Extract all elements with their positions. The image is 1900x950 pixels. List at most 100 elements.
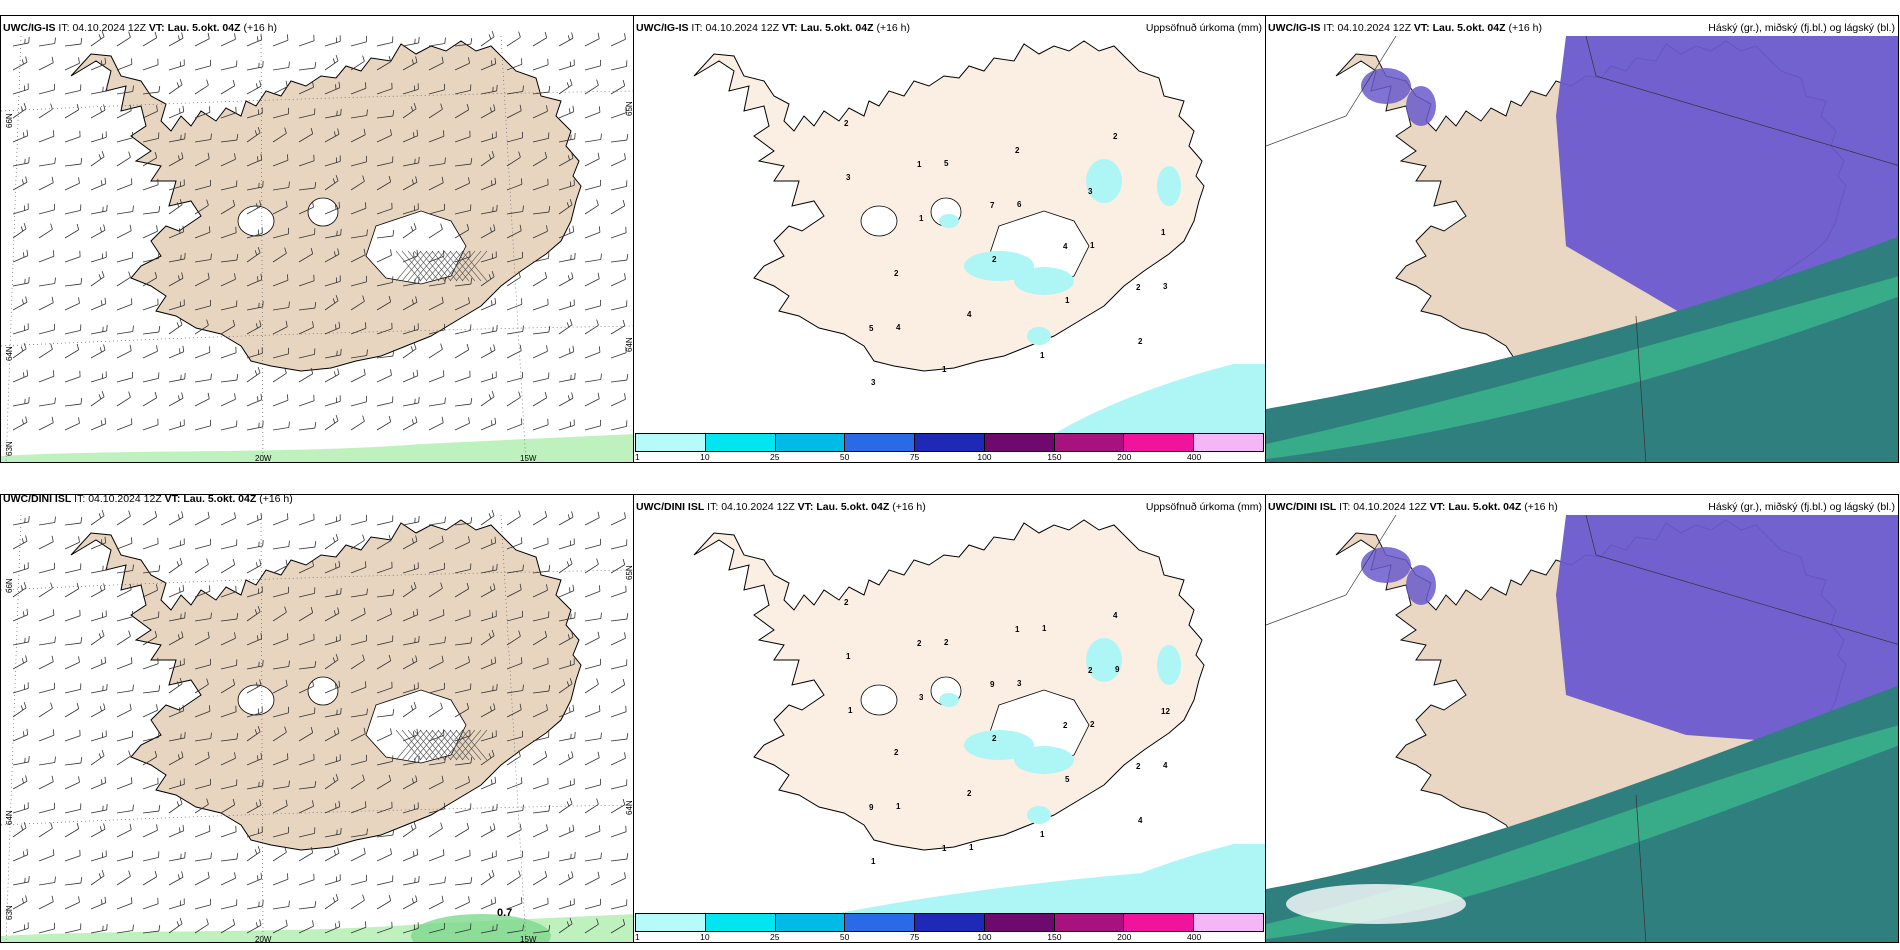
colorbar-tick-label: 200 [1117,452,1132,462]
cloud-cover-map [1266,514,1898,942]
colorbar-tick-label: 10 [700,932,710,942]
precip-amount-label: 9 [990,680,995,689]
precip-colorbar [635,913,1264,932]
cloud-map-panel-bottom: UWC/DINI ISL IT: 04.10.2024 12Z VT: Lau.… [1265,494,1899,943]
colorbar-swatch [915,914,985,931]
colorbar-tick-label: 150 [1047,452,1062,462]
precip-amount-label: 6 [1017,200,1022,209]
precip-amount-label: 1 [1040,830,1045,839]
precip-amount-label: 2 [1063,721,1068,730]
colorbar-swatch [1194,914,1264,931]
colorbar-tick-label: 1 [635,932,640,942]
precip-amount-label: 2 [1090,720,1095,729]
precip-amount-label: 2 [944,638,949,647]
region-boundaries [1266,514,1898,942]
precipitation-map: 2 1 7 4 2 5 1 2 3 1 2 4 1 2 3 1 2 1 2 3 5 6 1 3 4 [693,40,1265,434]
glacier-shapes [237,197,467,285]
hatch-area [395,729,488,761]
precip-map-panel-bottom: UWC/DINI ISL IT: 04.10.2024 12Z VT: Lau.… [633,494,1266,943]
colorbar-tick-label: 200 [1117,932,1132,942]
colorbar-tick-label: 50 [839,932,850,942]
lat-label: 66N [5,578,14,593]
colorbar-swatch [636,434,706,451]
precip-amount-label: 2 [1136,762,1141,771]
precip-amount-label: 2 [967,789,972,798]
colorbar-tick-label: 50 [839,452,850,462]
panel-subtitle: Háský (gr.), miðský (fj.bl.) og lágský (… [1708,22,1895,34]
colorbar-tick-label: 100 [977,452,992,462]
precip-amount-label: 3 [919,693,924,702]
precip-amount-label: 2 [844,119,849,128]
panel-title: UWC/IG-IS IT: 04.10.2024 12Z VT: Lau. 5.… [636,22,911,34]
precip-patches [939,159,1181,345]
lat-label: 65N [625,101,634,116]
precip-amount-label: 3 [846,173,851,182]
precip-amount-label: 2 [1015,146,1020,155]
hatch-area [395,250,488,282]
region-boundaries [1266,35,1898,462]
precip-amount-label: 2 [894,269,899,278]
colorbar-swatch [915,434,985,451]
precip-amount-labels: 2 1 7 4 2 5 1 2 3 1 2 4 1 2 3 1 2 1 2 3 5 6 1 3 4 [844,119,1168,387]
precip-amount-label: 4 [896,323,901,332]
precip-amount-label: 4 [967,310,972,319]
colorbar-tick-label: 150 [1047,932,1062,942]
precip-amount-label: 9 [869,803,874,812]
wind-barb-map [1,31,633,462]
glacier-shapes [237,676,467,764]
wind-map-panel-top: UWC/IG-IS IT: 04.10.2024 12Z VT: Lau. 5.… [0,15,634,463]
lat-label: 65N [625,565,634,580]
wind-barbs [12,31,629,431]
lat-label: 64N [625,337,634,352]
precip-amount-label: 1 [1015,625,1020,634]
cloud-map-panel-top: UWC/IG-IS IT: 04.10.2024 12Z VT: Lau. 5.… [1265,15,1899,463]
precip-amount-label: 1 [969,843,974,852]
precip-amount-label: 2 [894,748,899,757]
wind-barb-map [1,510,633,942]
colorbar-tick-label: 400 [1187,452,1202,462]
lon-label: 20W [255,935,272,943]
precip-amount-label: 2 [1088,666,1093,675]
colorbar-swatch [705,434,776,451]
lat-label: 63N [5,441,14,456]
colorbar-swatch [1054,914,1125,931]
panel-subtitle: Uppsöfnuð úrkoma (mm) [1145,22,1262,34]
precip-amount-label: 1 [942,844,947,853]
panel-title: UWC/DINI ISL IT: 04.10.2024 12Z VT: Lau.… [636,501,926,513]
colorbar-tick-label: 75 [909,932,920,942]
precip-amount-label: 1 [917,160,922,169]
precip-amount-label: 1 [871,857,876,866]
panel-title: UWC/DINI ISL IT: 04.10.2024 12Z VT: Lau.… [1268,501,1558,513]
precip-amount-label: 1 [896,802,901,811]
colorbar-ticks: 1 10 25 50 75 100 150 200 400 [635,452,1264,462]
colorbar-tick-label: 25 [770,452,780,462]
wind-barbs [12,510,629,934]
precip-amount-label: 3 [1088,187,1093,196]
precip-amount-label: 4 [1163,761,1168,770]
colorbar-swatch [705,914,776,931]
colorbar-swatch [1124,434,1195,451]
precip-amount-label: 7 [990,201,995,210]
precip-amount-label: 9 [1115,665,1120,674]
precip-amount-label: 1 [1161,228,1166,237]
precip-amount-label: 3 [871,378,876,387]
precip-amount-label: 2 [992,255,997,264]
lon-label: 20W [255,454,272,463]
panel-title: UWC/DINI ISL IT: 04.10.2024 12Z VT: Lau.… [3,494,293,505]
colorbar-swatch [1194,434,1264,451]
colorbar-swatch [775,434,846,451]
precip-amount-label: 1 [942,365,947,374]
precip-amount-label: 1 [1065,296,1070,305]
cloud-cover-map [1266,35,1898,462]
panel-subtitle: Háský (gr.), miðský (fj.bl.) og lágský (… [1708,501,1895,513]
panel-title: UWC/IG-IS IT: 04.10.2024 12Z VT: Lau. 5.… [1268,22,1543,34]
lat-label: 64N [625,800,634,815]
precip-amount-label: 4 [1138,816,1143,825]
lat-label: 66N [5,113,14,128]
precip-amount-label: 1 [1040,351,1045,360]
wind-map-panel-bottom: UWC/DINI ISL IT: 04.10.2024 12Z VT: Lau.… [0,494,634,943]
colorbar-swatch [845,914,916,931]
colorbar-tick-label: 400 [1187,932,1202,942]
